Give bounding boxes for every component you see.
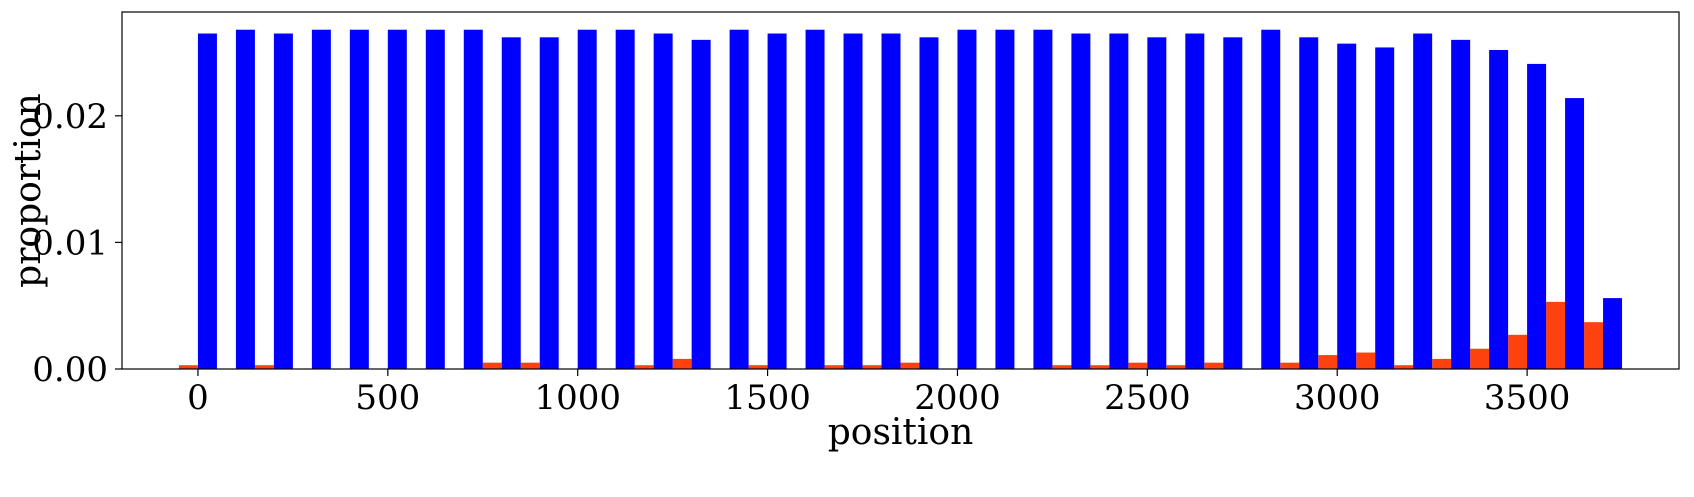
bar-series-0-bin-33 xyxy=(1432,358,1452,369)
bar-series-1-bin-34 xyxy=(1489,49,1509,369)
bar-series-1-bin-16 xyxy=(805,29,825,370)
bar-series-1-bin-14 xyxy=(729,29,749,370)
bar-series-1-bin-21 xyxy=(995,29,1015,370)
y-axis: 0.00 0.01 0.02 xyxy=(32,97,122,390)
bar-series-0-bin-15 xyxy=(748,365,768,369)
y-axis-label: proportion xyxy=(8,93,49,288)
bar-series-1-bin-9 xyxy=(539,37,559,369)
bar-series-0-bin-25 xyxy=(1128,362,1148,369)
bar-series-0-bin-0 xyxy=(178,365,198,369)
bar-series-0-bin-29 xyxy=(1280,362,1300,369)
bar-series-0-bin-31 xyxy=(1356,352,1376,369)
bar-series-1-bin-18 xyxy=(881,33,901,370)
bar-series-1-bin-27 xyxy=(1223,37,1243,369)
bar-series-1-bin-5 xyxy=(387,29,407,370)
x-tick-label: 1500 xyxy=(724,378,811,418)
bar-series-1-bin-15 xyxy=(767,33,787,370)
x-axis-label: position xyxy=(828,412,974,453)
bar-series-1-bin-23 xyxy=(1071,33,1091,370)
bar-series-0-bin-2 xyxy=(254,365,274,369)
bar-series-0-bin-9 xyxy=(520,362,540,369)
bar-series-1-bin-4 xyxy=(349,29,369,370)
bar-series-1-bin-6 xyxy=(425,29,445,370)
bar-series-1-bin-17 xyxy=(843,33,863,370)
bar-series-0-bin-30 xyxy=(1318,355,1338,369)
bar-series-1-bin-36 xyxy=(1565,98,1585,369)
bar-series-1-bin-28 xyxy=(1261,29,1281,370)
bar-series-0-bin-26 xyxy=(1166,365,1186,369)
bar-series-1-bin-11 xyxy=(615,29,635,370)
bar-series-1-bin-1 xyxy=(235,29,255,370)
bar-series-1-bin-0 xyxy=(197,33,217,370)
x-tick-label: 2500 xyxy=(1104,378,1191,418)
bar-series-1-bin-33 xyxy=(1451,39,1471,369)
bar-series-1-bin-12 xyxy=(653,33,673,370)
x-tick-label: 500 xyxy=(355,378,420,418)
x-axis: 0 500 1000 1500 2000 2500 3000 3500 xyxy=(187,369,1570,418)
x-tick-label: 3000 xyxy=(1294,378,1381,418)
bar-series-1-bin-26 xyxy=(1185,33,1205,370)
bar-series-0-bin-32 xyxy=(1394,365,1414,369)
bar-series-1-bin-31 xyxy=(1375,47,1395,369)
bar-series-0-bin-17 xyxy=(824,365,844,369)
y-tick-label: 0.02 xyxy=(32,97,108,137)
x-tick-label: 1000 xyxy=(534,378,621,418)
bar-series-1-bin-19 xyxy=(919,37,939,369)
bar-series-0-bin-37 xyxy=(1584,322,1604,369)
x-tick-label: 0 xyxy=(187,378,209,418)
bar-series-0-bin-35 xyxy=(1508,334,1528,369)
bar-series-1-bin-22 xyxy=(1033,29,1053,370)
bar-series-1-bin-32 xyxy=(1413,33,1433,370)
x-tick-label: 2000 xyxy=(914,378,1001,418)
plot-frame xyxy=(121,11,1680,370)
bar-series-1-bin-25 xyxy=(1147,37,1167,369)
bar-series-1-bin-3 xyxy=(311,29,331,370)
bar-series-0-bin-34 xyxy=(1470,348,1490,369)
bar-series-1-bin-35 xyxy=(1527,63,1547,369)
bar-series-0-bin-8 xyxy=(482,362,502,369)
bar-series-1-bin-2 xyxy=(273,33,293,370)
bar-series-1-bin-8 xyxy=(501,37,521,369)
bar-series-1-bin-30 xyxy=(1337,43,1357,370)
y-tick-label: 0.00 xyxy=(32,350,108,390)
x-tick-label: 3500 xyxy=(1484,378,1571,418)
y-tick-label: 0.01 xyxy=(32,223,108,263)
bar-series-0-bin-24 xyxy=(1090,365,1110,369)
bar-series-1-bin-29 xyxy=(1299,37,1319,369)
bar-series-1-bin-10 xyxy=(577,29,597,370)
plot-area xyxy=(178,29,1623,370)
bar-series-0-bin-19 xyxy=(900,362,920,369)
bar-series-0-bin-36 xyxy=(1546,301,1566,369)
bar-series-1-bin-37 xyxy=(1603,298,1623,369)
bar-series-0-bin-13 xyxy=(672,358,692,369)
bar-series-0-bin-23 xyxy=(1052,365,1072,369)
bar-series-1-bin-13 xyxy=(691,39,711,369)
bar-series-0-bin-27 xyxy=(1204,362,1224,369)
bar-series-1-bin-20 xyxy=(957,29,977,370)
bar-series-1-bin-24 xyxy=(1109,33,1129,370)
bar-series-0-bin-18 xyxy=(862,365,882,369)
bar-series-0-bin-12 xyxy=(634,365,654,369)
bar-series-1-bin-7 xyxy=(463,29,483,370)
